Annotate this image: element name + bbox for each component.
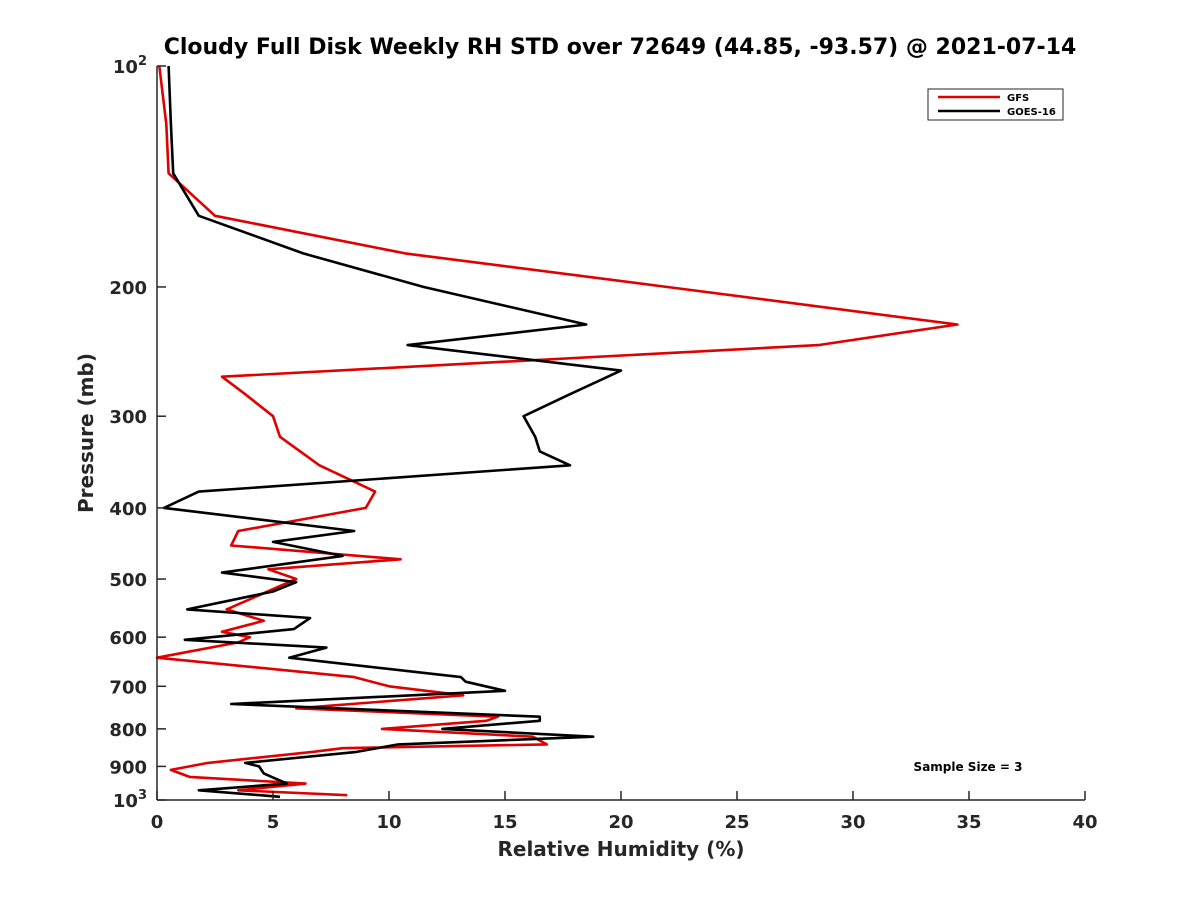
sample-size-annotation: Sample Size = 3 (914, 760, 1023, 774)
x-tick-label: 10 (376, 812, 401, 833)
y-tick-label: 800 (109, 720, 147, 741)
y-tick-label: 300 (109, 407, 147, 428)
y-tick-label: 900 (109, 757, 147, 778)
y-tick-label: 400 (109, 499, 147, 520)
x-tick-label: 40 (1072, 812, 1097, 833)
series-line-gfs (155, 65, 959, 797)
plot-area (155, 65, 959, 799)
legend-box (927, 88, 1064, 121)
y-axis-label: Pressure (mb) (74, 353, 98, 513)
y-tick-label: 103 (113, 788, 147, 812)
y-ticks: 102 200 300 400 500 600 700 800 900 103 (109, 54, 166, 812)
chart-title: Cloudy Full Disk Weekly RH STD over 7264… (164, 35, 1077, 60)
x-tick-label: 5 (267, 812, 280, 833)
series-line-goes16 (162, 65, 623, 799)
x-tick-label: 30 (840, 812, 865, 833)
y-tick-label: 600 (109, 628, 147, 649)
x-tick-label: 0 (151, 812, 164, 833)
plot-frame (157, 66, 1085, 800)
x-tick-label: 15 (492, 812, 517, 833)
x-tick-label: 35 (956, 812, 981, 833)
legend-label-gfs: GFS (1007, 93, 1029, 104)
x-ticks: 0 5 10 15 20 25 30 35 40 (151, 791, 1098, 833)
y-tick-label: 200 (109, 278, 147, 299)
x-axis-label: Relative Humidity (%) (497, 837, 744, 861)
legend-label-goes16: GOES-16 (1007, 107, 1056, 118)
y-tick-label: 102 (113, 54, 147, 78)
x-tick-label: 25 (724, 812, 749, 833)
x-tick-label: 20 (608, 812, 633, 833)
y-tick-label: 700 (109, 677, 147, 698)
legend: GFS GOES-16 (927, 88, 1064, 121)
y-tick-label: 500 (109, 570, 147, 591)
